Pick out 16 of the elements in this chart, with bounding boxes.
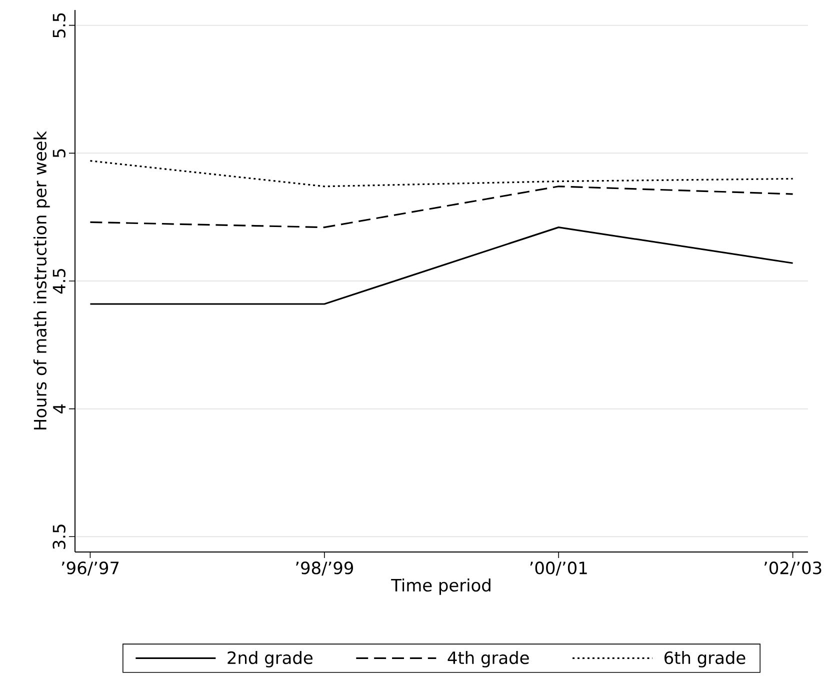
legend-label: 6th grade (664, 651, 746, 668)
y-tick-label: 3.5 (52, 524, 66, 549)
x-axis-title: Time period (391, 578, 490, 595)
legend-label: 2nd grade (228, 651, 312, 668)
x-tick-label: ’02/’03 (764, 561, 822, 576)
line-series (89, 160, 794, 188)
x-tick-label: ’98/’99 (296, 561, 353, 576)
y-tick-label: 4 (53, 404, 66, 414)
x-tick-label: ’00/’01 (530, 561, 587, 576)
y-tick-label: 5 (52, 149, 66, 158)
line-series (89, 186, 794, 228)
x-tick-label: ’96/’97 (62, 561, 119, 576)
y-axis-title: Hours of math instruction per week (33, 130, 50, 430)
legend-label: 4th grade (448, 651, 529, 668)
y-tick-label: 5.5 (52, 13, 66, 38)
y-tick-label: 4.5 (52, 269, 66, 294)
